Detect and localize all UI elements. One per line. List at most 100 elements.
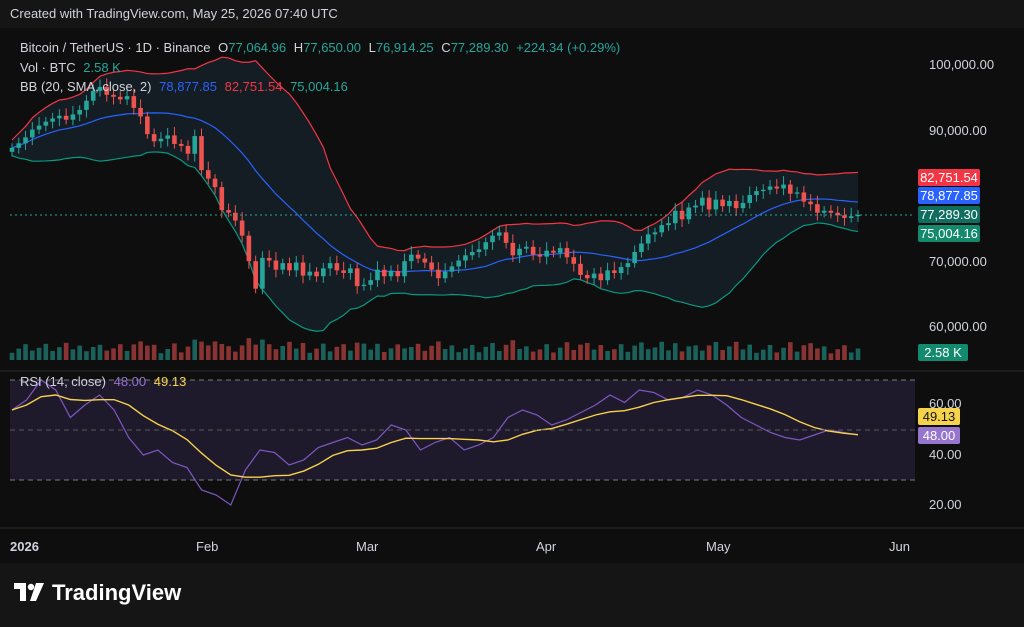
price-tick-90k: 90,000.00 — [929, 123, 987, 138]
candle-body — [774, 186, 780, 189]
volume-bar — [70, 349, 76, 360]
volume-bar — [645, 349, 651, 360]
symbol-legend: Bitcoin / TetherUS · 1D · Binance O77,06… — [20, 40, 624, 55]
volume-bar — [395, 344, 401, 360]
volume-bar — [185, 346, 191, 360]
volume-bar — [686, 346, 692, 360]
volume-bar — [666, 350, 671, 360]
candle-body — [280, 263, 286, 270]
volume-bar — [740, 349, 746, 360]
symbol-title: Bitcoin / TetherUS · 1D · Binance — [20, 40, 211, 55]
volume-bar — [415, 343, 421, 360]
bb-upper-line — [11, 56, 859, 252]
tag-volume: 2.58 K — [918, 344, 968, 361]
volume-bar — [30, 350, 35, 360]
volume-bar — [9, 352, 15, 360]
chart-frame[interactable]: Bitcoin / TetherUS · 1D · Binance O77,06… — [0, 28, 1024, 563]
volume-bar — [287, 341, 292, 360]
candle-body — [449, 266, 455, 272]
rsi-tick-40: 40.00 — [929, 447, 962, 462]
candle-body — [517, 248, 522, 256]
rsi-value: 48.00 — [113, 374, 147, 389]
volume-bar — [828, 353, 834, 360]
candle-body — [740, 202, 746, 209]
volume-bar — [794, 351, 800, 360]
volume-bar — [801, 345, 807, 360]
volume-bar — [314, 348, 319, 360]
time-tick-jun: Jun — [889, 539, 910, 554]
candle-body — [842, 215, 847, 218]
candle-body — [503, 232, 509, 243]
volume-bar — [280, 346, 286, 360]
volume-bar — [551, 352, 556, 360]
volume-bar — [36, 347, 42, 360]
volume-bar — [77, 345, 82, 360]
bb-lower-value: 75,004.16 — [290, 79, 348, 94]
candle-body — [815, 204, 820, 213]
tag-bb-lower: 75,004.16 — [918, 225, 980, 242]
time-tick-may: May — [706, 539, 731, 554]
tradingview-logo[interactable]: TradingView — [14, 580, 181, 606]
candle-body — [185, 145, 191, 154]
candle-body — [828, 210, 834, 213]
candle-body — [686, 207, 692, 220]
volume-bar — [361, 343, 367, 360]
volume-bar — [483, 346, 489, 360]
volume-bar — [788, 342, 793, 360]
candle-body — [111, 94, 116, 97]
volume-bar — [639, 342, 644, 360]
candle-body — [727, 200, 732, 207]
candle-body — [429, 262, 434, 270]
chart-caption: Created with TradingView.com, May 25, 20… — [10, 6, 338, 21]
volume-bar — [300, 343, 306, 360]
candle-body — [36, 125, 42, 130]
volume-bar — [260, 339, 265, 360]
high-value: 77,650.00 — [303, 40, 361, 55]
candle-body — [23, 137, 28, 144]
volume-bar — [449, 345, 455, 360]
candle-body — [226, 210, 231, 213]
candle-body — [300, 262, 306, 276]
candle-body — [57, 115, 62, 119]
candle-body — [375, 269, 380, 281]
candle-body — [16, 143, 22, 148]
volume-bar — [124, 351, 130, 360]
volume-bar — [172, 343, 177, 360]
volume-bar — [429, 345, 434, 360]
candle-body — [219, 187, 225, 211]
volume-bars — [9, 338, 861, 360]
volume-bar — [409, 347, 414, 360]
price-tick-100k: 100,000.00 — [929, 57, 995, 72]
bollinger-bands — [11, 56, 859, 332]
candle-body — [253, 261, 258, 289]
candle-body — [212, 178, 218, 188]
close-label: C — [441, 40, 451, 55]
tag-rsi: 48.00 — [918, 427, 960, 444]
candle-body — [321, 268, 326, 277]
volume-bar — [517, 349, 522, 360]
candle-body — [713, 199, 719, 210]
time-tick-mar: Mar — [356, 539, 379, 554]
volume-bar — [544, 344, 549, 360]
volume-bar — [50, 351, 55, 360]
chart-canvas[interactable] — [0, 28, 1024, 563]
candle-body — [747, 195, 753, 203]
candle-body — [43, 121, 49, 126]
bb-basis-value: 78,877.85 — [159, 79, 217, 94]
candle-body — [564, 248, 570, 258]
volume-bar — [104, 350, 110, 360]
volume-bar — [253, 344, 258, 360]
volume-bar — [246, 338, 252, 360]
volume-bar — [90, 347, 96, 360]
candle-body — [239, 220, 245, 236]
candle-body — [537, 254, 543, 257]
candle-body — [476, 249, 482, 253]
volume-bar — [598, 345, 604, 360]
candle-body — [700, 197, 705, 206]
volume-bar — [368, 349, 374, 360]
candle-body — [361, 284, 367, 287]
candle-body — [192, 136, 198, 154]
volume-bar — [266, 344, 272, 360]
volume-label: Vol · BTC — [20, 60, 76, 75]
volume-bar — [219, 344, 225, 360]
